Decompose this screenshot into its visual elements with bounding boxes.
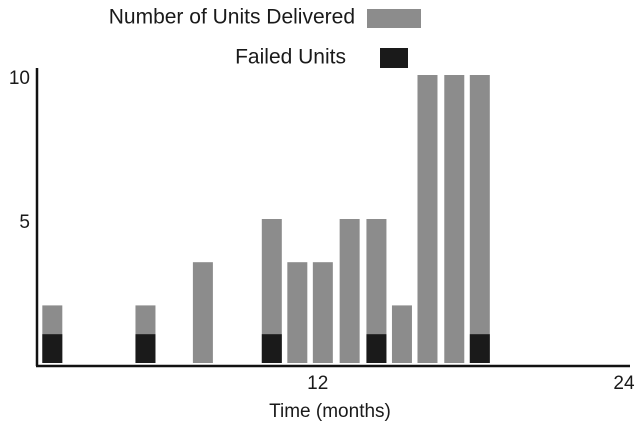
bar (339, 219, 360, 363)
legend-swatch (380, 48, 408, 68)
bar (366, 219, 387, 363)
bar (312, 262, 333, 363)
bar (366, 334, 387, 363)
x-tick-label: 24 (613, 373, 635, 394)
bar (287, 262, 308, 363)
y-tick-label: 5 (19, 212, 30, 233)
legend-swatch (367, 9, 421, 28)
bar (444, 75, 465, 363)
bar (469, 75, 490, 363)
bar (391, 305, 412, 363)
y-tick-label: 10 (9, 68, 30, 89)
bar (417, 75, 438, 363)
legend-label: Failed Units (235, 46, 346, 69)
bar (135, 334, 156, 363)
bar (192, 262, 213, 363)
x-tick-label: 12 (307, 373, 328, 394)
bar (469, 334, 490, 363)
bar (261, 334, 282, 363)
x-axis-title: Time (months) (269, 401, 391, 422)
legend-label: Number of Units Delivered (109, 6, 355, 29)
bar (261, 219, 282, 363)
bar (42, 334, 63, 363)
